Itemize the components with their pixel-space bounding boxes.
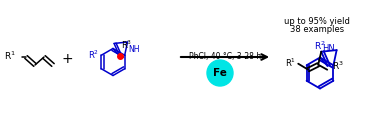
Text: +: + <box>61 52 73 66</box>
Text: HN: HN <box>322 44 335 53</box>
Text: R$^3$: R$^3$ <box>332 60 343 72</box>
Text: PhCl, 40 °C, 3-28 h: PhCl, 40 °C, 3-28 h <box>189 52 261 61</box>
Text: Fe: Fe <box>213 68 227 78</box>
Text: R$^1$: R$^1$ <box>285 56 296 69</box>
Text: 38 examples: 38 examples <box>290 25 344 34</box>
Text: NH: NH <box>129 45 140 54</box>
Text: R$^2$: R$^2$ <box>314 40 326 52</box>
Text: R$^1$: R$^1$ <box>4 50 16 62</box>
Circle shape <box>207 60 233 86</box>
Text: R$^2$: R$^2$ <box>88 49 99 62</box>
Text: up to 95% yield: up to 95% yield <box>284 17 350 26</box>
Text: R$^3$: R$^3$ <box>121 38 132 51</box>
